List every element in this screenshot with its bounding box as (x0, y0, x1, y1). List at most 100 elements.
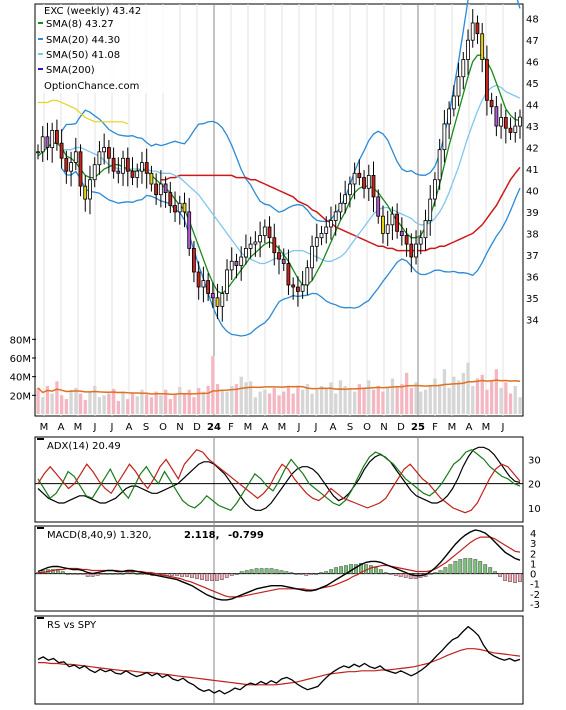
candle-body (234, 260, 239, 266)
candle-body (414, 243, 418, 258)
volume-bar (102, 395, 106, 414)
x-month-label: M (244, 422, 253, 433)
x-month-label: M (482, 422, 491, 433)
candle-body (470, 22, 475, 41)
volume-bar (301, 389, 305, 414)
candle-body (451, 95, 456, 110)
macd-histogram-bar (51, 569, 55, 574)
macd-histogram-bar (120, 573, 125, 575)
candle-body (484, 59, 489, 101)
volume-bar (390, 378, 395, 414)
adx-tick-label: 20 (528, 480, 541, 491)
macd-histogram-bar (398, 573, 403, 577)
candle-body (456, 76, 461, 97)
macd-tick-label: -1 (530, 580, 540, 591)
candle-body (489, 99, 494, 108)
sma50-line (160, 166, 521, 252)
volume-bar (305, 384, 309, 414)
x-month-label: M (278, 422, 287, 433)
volume-bar (112, 388, 116, 414)
macd-histogram-bar (508, 573, 512, 582)
volume-tick-label: 80M (10, 335, 31, 346)
volume-bar (442, 369, 447, 414)
candle-body (503, 117, 508, 129)
macd-histogram-bar (473, 559, 478, 574)
x-month-label: M (448, 422, 457, 433)
volume-bar (215, 384, 220, 414)
volume-tick-label: 60M (10, 354, 31, 365)
macd-histogram-bar (518, 573, 522, 582)
macd-histogram-bar (279, 570, 284, 574)
macd-legend: MACD(8,40,9) 1.320, 2.118, -0.799 (37, 527, 264, 541)
price-tick-label: 48 (526, 15, 539, 26)
volume-bar (296, 386, 300, 414)
macd-histogram-bar (319, 572, 324, 574)
candle-body (229, 260, 234, 271)
macd-histogram-bar (190, 573, 194, 578)
candle-body (366, 174, 371, 189)
rs-average-line (38, 648, 521, 686)
x-month-label: D (193, 422, 201, 433)
candle-body (395, 213, 400, 232)
macd-tick-label: -2 (530, 590, 540, 601)
price-tick-label: 45 (526, 79, 539, 90)
volume-bar (164, 389, 168, 414)
candle-body (121, 157, 125, 174)
candle-body (343, 194, 348, 204)
volume-bar (230, 386, 234, 414)
macd-histogram-bar (200, 573, 204, 580)
x-month-label: J (314, 422, 318, 433)
volume-bar (41, 397, 45, 414)
adx-series-line (37, 448, 521, 514)
macd-histogram-bar (135, 573, 140, 575)
macd-histogram-bar (448, 564, 453, 574)
candle-body (45, 136, 50, 148)
volume-bar (456, 380, 461, 414)
candle-body (404, 235, 409, 245)
price-legend: EXC (weekly) 43.42 SMA(8) 43.27 SMA(20) … (37, 5, 167, 93)
macd-histogram-bar (294, 573, 299, 575)
candle-body (428, 198, 433, 222)
x-month-label: O (159, 422, 167, 433)
candle-body (442, 123, 447, 151)
volume-bar (518, 397, 522, 414)
volume-bar (45, 386, 50, 414)
candle-body (480, 33, 485, 60)
candle-body (206, 280, 211, 294)
candle-body (210, 293, 215, 299)
volume-bar (197, 387, 201, 414)
macd-histogram-bar (75, 573, 80, 575)
price-title: EXC (weekly) 43.42 (44, 6, 141, 17)
volume-bars (36, 356, 522, 414)
volume-bar (182, 394, 187, 414)
volume-bar (504, 382, 508, 414)
volume-bar (400, 384, 404, 414)
candle-body (376, 196, 381, 217)
macd-histogram-bar (393, 573, 398, 576)
candle-body (418, 237, 423, 245)
x-month-label: J (297, 422, 301, 433)
volume-bar (485, 389, 489, 414)
macd-histogram-bar (468, 558, 473, 574)
volume-bar (480, 374, 484, 414)
volume-bar (220, 389, 224, 414)
volume-bar (60, 395, 64, 414)
candle-body (362, 177, 366, 189)
macd-histogram-bar (249, 569, 254, 574)
candle-body (149, 172, 154, 185)
candle-body (432, 179, 437, 200)
macd-histogram-bar (304, 573, 309, 576)
volume-bar (140, 389, 144, 414)
macd-histogram-bar (388, 573, 393, 575)
candle-body (139, 162, 144, 172)
macd-histogram-bar (229, 573, 234, 576)
x-month-label: A (126, 422, 133, 433)
candle-body (295, 286, 300, 292)
volume-bar (130, 393, 135, 414)
volume-bar (121, 391, 125, 414)
volume-bar (74, 387, 78, 414)
x-month-label: A (330, 422, 337, 433)
macd-histogram-bar (433, 572, 438, 574)
macd-histogram-bar (463, 558, 468, 574)
volume-bar (126, 399, 130, 414)
